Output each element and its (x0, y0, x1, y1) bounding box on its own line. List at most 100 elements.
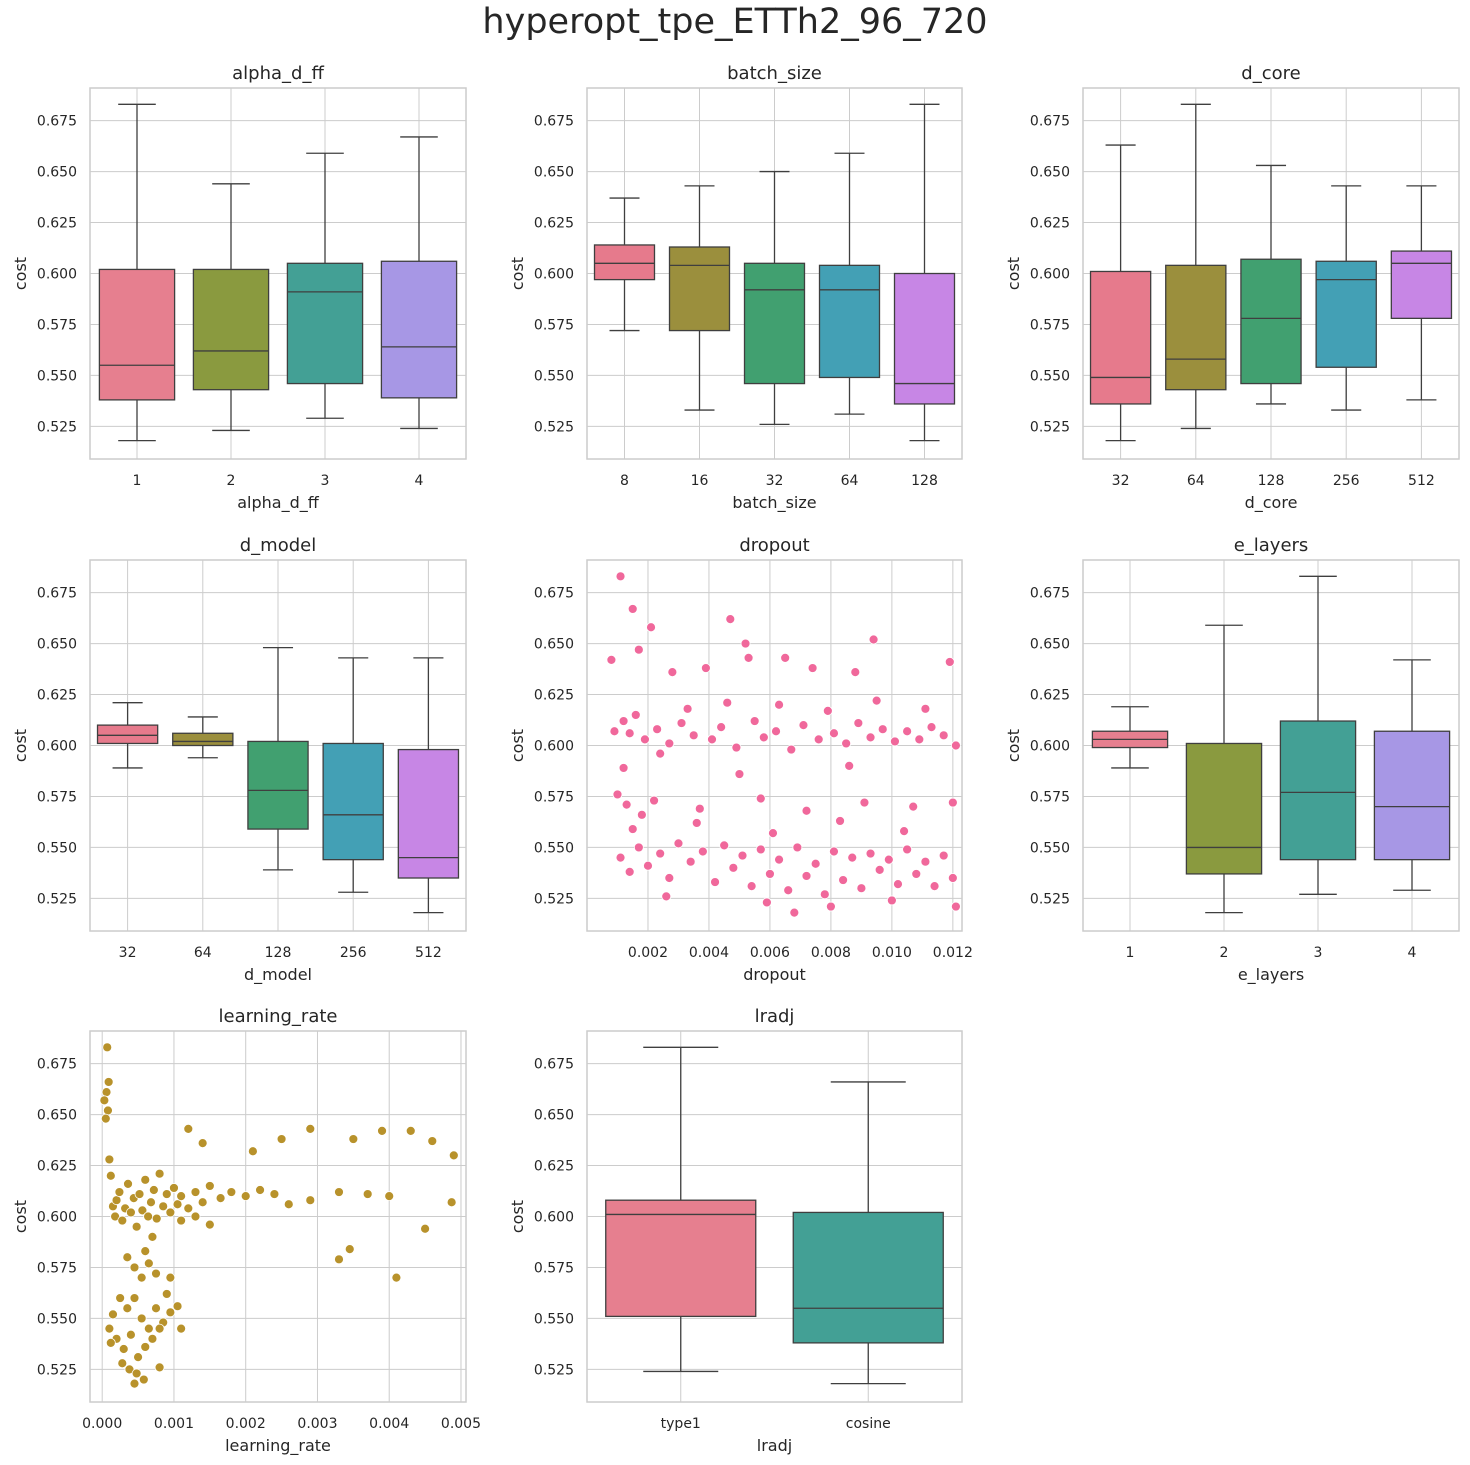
box-iqr (96, 724, 159, 745)
scatter-point (117, 1215, 128, 1226)
scatter-point (609, 726, 620, 737)
scatter-point (883, 854, 894, 865)
box-iqr (668, 246, 731, 332)
scatter-point (667, 667, 678, 678)
x-axis-label: learning_rate (225, 1436, 331, 1456)
scatter-point (798, 720, 809, 731)
x-tick-label: 0.000 (82, 1416, 122, 1432)
box-512 (1390, 185, 1453, 401)
scatter-point (102, 1042, 113, 1053)
scatter-point (725, 614, 736, 625)
scatter-point (215, 1193, 226, 1204)
subplot-batch-size: 0.525 0.550 0.575 0.600 0.625 0.650 0.675 8 16 32… (508, 63, 963, 513)
scatter-point (114, 1187, 125, 1197)
y-axis-label: cost (11, 729, 30, 762)
y-tick-label: 0.525 (37, 891, 77, 907)
scatter-point (829, 846, 839, 857)
y-tick-label: 0.650 (1030, 637, 1070, 653)
subplot-d-core: 0.525 0.550 0.575 0.600 0.625 0.650 0.675 32 64 1… (1004, 63, 1460, 513)
scatter-point (716, 722, 727, 733)
x-tick-label: 3 (1314, 945, 1323, 961)
box-4 (380, 136, 458, 430)
box-iqr (1165, 264, 1227, 391)
box-iqr (192, 268, 270, 391)
box-iqr (1185, 742, 1263, 875)
scatter-point (165, 1207, 176, 1218)
box-2 (192, 183, 270, 432)
scatter-point (761, 897, 772, 908)
x-axis-label: batch_size (732, 493, 816, 513)
y-tick-label: 0.575 (1030, 789, 1070, 805)
scatter-point (151, 1213, 162, 1224)
scatter-point (874, 864, 885, 875)
scatter-point (807, 663, 818, 673)
scatter-point (664, 738, 675, 749)
y-tick-label: 0.675 (37, 114, 77, 130)
scatter-point (143, 1211, 154, 1222)
scatter-point (621, 799, 632, 810)
box-iqr (1089, 270, 1152, 405)
scatter-point (633, 644, 644, 655)
scatter-point (783, 885, 794, 896)
scatter-point (154, 1323, 165, 1334)
subplot-title: lradj (755, 1006, 795, 1027)
y-tick-label: 0.675 (534, 586, 574, 602)
scatter-point (624, 866, 635, 877)
scatter-point (140, 1246, 151, 1257)
y-tick-label: 0.550 (1030, 840, 1070, 856)
y-tick-label: 0.600 (37, 1210, 77, 1226)
scatter-point (630, 710, 641, 720)
subplot-dropout: 0.525 0.550 0.575 0.600 0.625 0.650 0.675 0.002… (508, 535, 973, 984)
scatter-point (691, 818, 702, 828)
box-iqr (98, 268, 176, 401)
scatter-point (743, 652, 754, 663)
scatter-point (169, 1183, 179, 1193)
box-2 (1185, 624, 1263, 914)
scatter-point (801, 871, 812, 881)
scatter-point (103, 1077, 114, 1087)
subplot-title: alpha_d_ff (232, 63, 324, 84)
scatter-point (871, 695, 882, 706)
y-tick-label: 0.650 (534, 1108, 574, 1124)
x-tick-label: 0.003 (297, 1416, 337, 1432)
scatter-point (951, 901, 961, 912)
axes-frame (89, 559, 467, 932)
box-iqr (893, 272, 956, 405)
scatter-point (122, 1252, 133, 1263)
scatter-point (158, 1201, 169, 1212)
scatter-point (612, 789, 623, 800)
x-tick-label: 512 (1408, 473, 1435, 489)
y-tick-label: 0.675 (534, 114, 574, 130)
scatter-point (334, 1187, 344, 1197)
scatter-point (844, 760, 855, 771)
scatter-point (129, 1378, 140, 1389)
scatter-point (786, 744, 797, 755)
y-tick-label: 0.550 (534, 840, 574, 856)
scatter-point (183, 1123, 194, 1134)
scatter-point (165, 1307, 176, 1318)
y-tick-label: 0.525 (534, 891, 574, 907)
box-64 (172, 716, 234, 759)
scatter-point (154, 1362, 165, 1373)
scatter-point (643, 860, 653, 871)
scatter-point (774, 699, 784, 710)
box-iqr (286, 262, 364, 385)
scatter-point (176, 1323, 187, 1334)
y-axis-label: cost (11, 1200, 30, 1233)
scatter-point (226, 1187, 237, 1197)
y-tick-label: 0.525 (1030, 891, 1070, 907)
scatter-point (822, 705, 833, 716)
x-tick-label: 32 (119, 945, 137, 961)
subplot-alpha-d-ff: 0.525 0.550 0.575 0.600 0.625 0.650 0.675 1 2 3 4 a… (11, 63, 467, 513)
box-iqr (380, 260, 458, 399)
box-32 (743, 170, 806, 425)
x-tick-label: 0.001 (154, 1416, 194, 1432)
y-tick-label: 0.600 (1030, 739, 1070, 755)
scatter-point (819, 889, 830, 900)
y-tick-label: 0.675 (1030, 586, 1070, 602)
x-tick-label: 16 (691, 473, 709, 489)
x-tick-label: 0.005 (441, 1416, 481, 1432)
scatter-point (856, 883, 867, 894)
scatter-point (627, 604, 638, 614)
box-128 (1240, 164, 1302, 405)
